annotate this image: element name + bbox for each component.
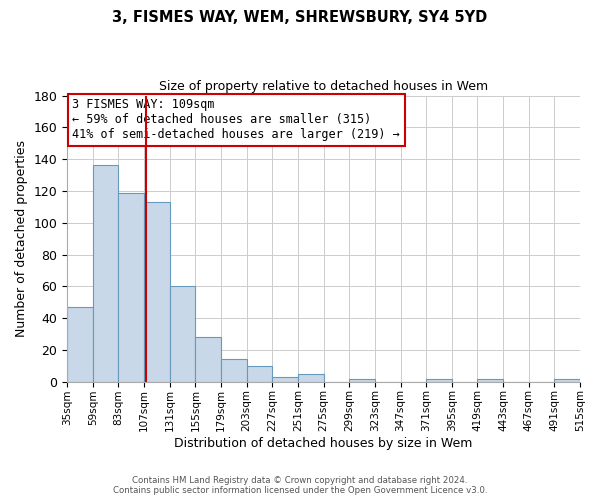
Text: 3, FISMES WAY, WEM, SHREWSBURY, SY4 5YD: 3, FISMES WAY, WEM, SHREWSBURY, SY4 5YD bbox=[112, 10, 488, 25]
Bar bbox=[144, 202, 170, 382]
Y-axis label: Number of detached properties: Number of detached properties bbox=[15, 140, 28, 337]
Bar bbox=[298, 374, 323, 382]
Bar bbox=[272, 377, 298, 382]
Bar bbox=[196, 337, 221, 382]
Bar bbox=[67, 307, 93, 382]
X-axis label: Distribution of detached houses by size in Wem: Distribution of detached houses by size … bbox=[175, 437, 473, 450]
Bar bbox=[170, 286, 196, 382]
Bar bbox=[118, 192, 144, 382]
Title: Size of property relative to detached houses in Wem: Size of property relative to detached ho… bbox=[159, 80, 488, 93]
Bar bbox=[478, 378, 503, 382]
Text: 3 FISMES WAY: 109sqm
← 59% of detached houses are smaller (315)
41% of semi-deta: 3 FISMES WAY: 109sqm ← 59% of detached h… bbox=[72, 98, 400, 142]
Bar bbox=[221, 360, 247, 382]
Bar bbox=[426, 378, 452, 382]
Bar bbox=[93, 166, 118, 382]
Bar bbox=[349, 378, 375, 382]
Bar bbox=[247, 366, 272, 382]
Text: Contains HM Land Registry data © Crown copyright and database right 2024.
Contai: Contains HM Land Registry data © Crown c… bbox=[113, 476, 487, 495]
Bar bbox=[554, 378, 580, 382]
